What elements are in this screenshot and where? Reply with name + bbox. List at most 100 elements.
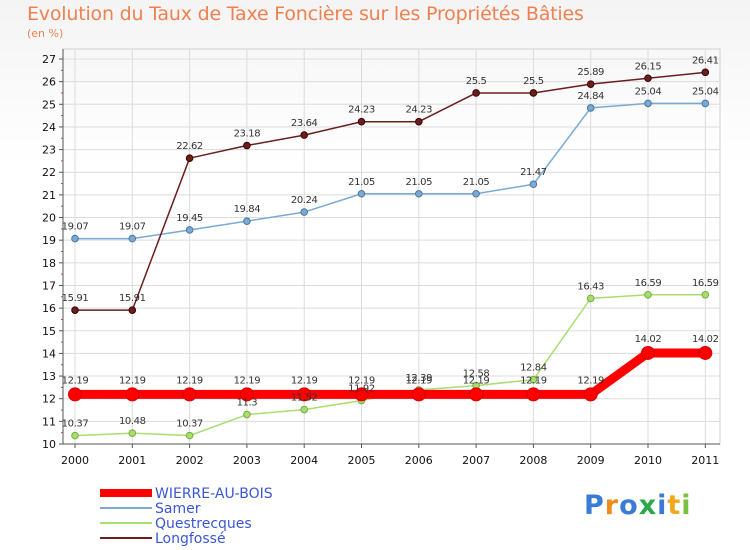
logo-letter: o [619,490,639,521]
data-point-longfosse [701,68,710,77]
data-point-wierre-au-bois [354,387,369,402]
data-point-questrecques [644,290,652,299]
data-point-wierre-au-bois [641,345,655,360]
x-tick-label: 2011 [691,454,719,467]
legend-label-questrecques: Questrecques [155,516,252,532]
logo-letter: P [584,490,605,521]
y-tick-label: 13 [42,370,56,383]
logo-letter: r [604,490,620,521]
y-tick-label: 10 [42,438,56,451]
data-label-samer: 20.24 [291,195,318,206]
data-point-wierre-au-bois [411,387,426,402]
data-point-longfosse [357,117,366,126]
x-tick-label: 2007 [462,454,490,467]
legend-label-samer: Samer [155,501,201,517]
data-label-longfosse: 15.91 [62,293,89,304]
data-labels: 12.19 12.19 12.19 12.19 12.19 12.19 12.19 12.19… [62,55,719,429]
data-point-longfosse [128,306,137,314]
y-tick-label: 25 [42,98,56,111]
data-label-wierre-au-bois: 12.19 [405,375,432,386]
data-label-samer: 21.05 [463,177,490,188]
data-label-questrecques: 12.39 [405,373,432,384]
data-label-wierre-au-bois: 12.19 [119,375,146,386]
data-label-longfosse: 25.5 [466,76,487,87]
data-point-samer [701,99,710,108]
data-point-longfosse [644,74,652,83]
data-label-questrecques: 11.92 [348,384,375,395]
data-point-samer [472,189,480,198]
y-tick-label: 22 [42,166,56,179]
data-point-questrecques [243,410,251,419]
data-point-questrecques [300,405,309,414]
data-label-wierre-au-bois: 12.19 [577,375,604,386]
x-tick-label: 2000 [61,454,89,467]
plot-frame [62,48,721,445]
data-point-wierre-au-bois [583,387,598,402]
x-tick-label: 2005 [348,454,376,467]
data-point-wierre-au-bois [526,387,541,402]
chart-title: Evolution du Taux de Taxe Foncière sur l… [27,3,584,25]
data-point-wierre-au-bois [698,345,713,360]
data-label-longfosse: 24.23 [348,105,375,116]
data-point-longfosse [243,141,251,150]
y-tick-label: 17 [42,279,56,292]
y-tick-label: 21 [42,189,56,202]
data-label-wierre-au-bois: 12.19 [348,375,375,386]
data-point-samer [644,99,652,108]
data-point-longfosse [415,117,423,126]
data-point-wierre-au-bois [125,387,140,402]
data-point-questrecques [529,375,538,384]
legend-label-longfosse: Longfossé [155,531,226,547]
data-point-longfosse [529,89,538,97]
data-point-longfosse [300,131,309,139]
series-line-longfosse [75,71,706,311]
data-label-longfosse: 26.15 [635,61,662,72]
series-lines [68,68,713,440]
x-tick-label: 2010 [634,454,662,467]
y-tick-label: 14 [42,347,56,360]
data-label-questrecques: 11.52 [291,393,318,404]
x-tick-label: 2003 [233,454,261,467]
data-point-questrecques [71,431,79,440]
data-point-wierre-au-bois [469,387,484,402]
data-label-longfosse: 15.91 [119,293,146,304]
data-label-longfosse: 23.64 [291,118,318,129]
data-label-questrecques: 16.43 [577,281,604,292]
y-tick-label: 27 [42,53,56,66]
proxiti-logo: Proxiti [584,490,692,521]
y-axis-unit-label: (en %) [27,27,64,40]
data-label-samer: 19.84 [234,204,261,215]
data-label-wierre-au-bois: 12.19 [520,375,547,386]
x-tick-label: 2006 [405,454,433,467]
data-label-samer: 19.45 [176,213,203,224]
data-point-samer [586,104,595,112]
data-point-samer [357,189,366,198]
y-tick-label: 12 [42,393,56,406]
logo-letter: t [667,490,682,521]
data-label-samer: 21.05 [405,177,432,188]
data-label-longfosse: 23.18 [234,129,261,140]
data-label-wierre-au-bois: 12.19 [234,375,261,386]
data-label-questrecques: 12.58 [463,369,490,380]
data-point-questrecques [185,431,194,440]
data-label-questrecques: 16.59 [635,278,662,289]
data-label-longfosse: 25.5 [523,76,544,87]
y-tick-label: 15 [42,325,56,338]
series-line-questrecques [74,294,706,437]
data-label-wierre-au-bois: 12.19 [62,375,89,386]
data-label-samer: 19.07 [119,222,146,233]
data-label-longfosse: 25.89 [577,67,604,78]
data-point-wierre-au-bois [239,387,254,402]
data-point-longfosse [185,154,194,162]
data-point-wierre-au-bois [68,387,82,402]
logo-letter: x [638,490,658,521]
data-label-questrecques: 16.59 [692,278,719,289]
data-label-wierre-au-bois: 12.19 [176,375,203,386]
logo-letter: i [657,490,668,521]
data-label-samer: 25.04 [692,86,719,97]
data-point-questrecques [128,429,137,437]
y-tick-label: 23 [42,144,56,157]
data-label-samer: 19.07 [62,222,89,233]
x-tick-label: 2004 [290,454,318,467]
